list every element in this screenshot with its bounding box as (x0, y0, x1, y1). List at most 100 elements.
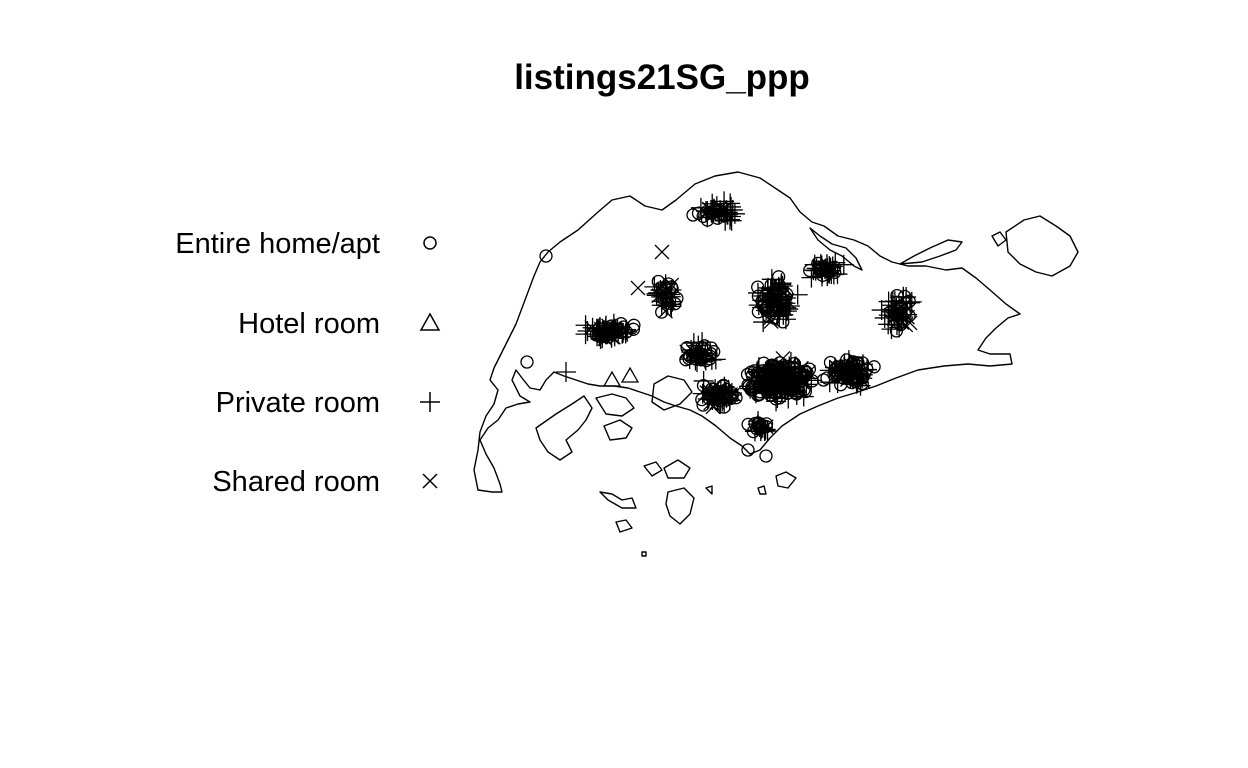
entire-home-point (698, 343, 713, 357)
private-room-point (646, 283, 667, 304)
legend-item-private-room: Private room (100, 381, 460, 421)
private-room-point (648, 282, 669, 303)
private-room-point (881, 295, 902, 316)
private-room-point (717, 204, 738, 225)
entire-home-point (828, 363, 842, 377)
entire-home-point (710, 385, 724, 399)
private-room-point (660, 286, 681, 307)
legend-item-entire-home: Entire home/apt (100, 222, 460, 262)
entire-home-point (756, 419, 770, 433)
western-islet-a (595, 393, 635, 417)
cross-marker-icon (422, 473, 438, 489)
private-room-point (797, 368, 818, 389)
private-room-point (693, 370, 714, 391)
entire-home-point (766, 374, 780, 388)
main-island-outline (473, 171, 1021, 493)
private-room-point (769, 297, 790, 318)
private-room-point (707, 381, 728, 402)
entire-home-point (686, 208, 700, 222)
circle-marker-icon (423, 236, 437, 250)
pulau-ubin-outline (899, 239, 963, 265)
southern-island-g (705, 485, 713, 495)
entire-home-point (823, 355, 838, 370)
entire-home-point (691, 206, 706, 220)
western-islet-b (603, 419, 633, 441)
entire-home-point (834, 378, 848, 392)
plus-marker-icon (420, 392, 440, 412)
southern-island-e (775, 471, 797, 489)
entire-home-point (767, 311, 781, 325)
entire-home-point (784, 383, 799, 398)
entire-home-point (776, 315, 790, 329)
private-room-point (701, 349, 722, 370)
northern-inlet (809, 227, 863, 271)
shared-room-point (654, 244, 670, 260)
entire-home-point (764, 381, 778, 395)
entire-home-point (614, 317, 628, 331)
private-room-point (886, 303, 907, 324)
legend-label-entire-home: Entire home/apt (175, 228, 380, 260)
private-room-point (590, 317, 611, 338)
southern-island-f (757, 485, 767, 495)
private-room-point (747, 282, 768, 303)
entire-home-point (520, 355, 534, 369)
entire-home-point (626, 322, 641, 336)
entire-home-point (699, 205, 714, 219)
jurong-island-outline (535, 395, 593, 461)
legend-label-shared-room: Shared room (212, 466, 380, 498)
entire-home-point (803, 263, 817, 278)
entire-home-point (707, 345, 721, 359)
southern-island-c (599, 491, 637, 509)
entire-home-point (744, 383, 758, 397)
shared-room-point (698, 206, 714, 221)
shared-room-point (593, 321, 609, 337)
entire-home-point (696, 398, 710, 412)
private-room-point (775, 293, 796, 314)
listing-points (520, 191, 922, 463)
private-room-point (818, 261, 839, 282)
southern-island-a (643, 461, 663, 477)
entire-home-point (539, 249, 553, 263)
legend-item-hotel-room: Hotel room (100, 302, 460, 342)
southern-lagoon (651, 375, 693, 411)
private-room-point (748, 295, 769, 316)
semakau-outline (665, 487, 695, 525)
private-room-point (556, 362, 576, 382)
shared-room-point (630, 280, 646, 296)
entire-home-point (782, 382, 797, 396)
entire-home-point (773, 370, 787, 384)
southern-island-h (641, 551, 647, 557)
triangle-marker-icon (419, 312, 441, 331)
private-room-point (757, 381, 778, 402)
private-room-point (777, 377, 798, 398)
entire-home-point (710, 211, 725, 225)
private-room-point (747, 362, 768, 383)
private-room-point (656, 295, 677, 316)
private-room-point (762, 284, 783, 305)
southern-island-b (663, 459, 691, 479)
private-room-point (763, 286, 784, 307)
entire-home-point (690, 346, 704, 361)
legend-label-hotel-room: Hotel room (238, 308, 380, 340)
private-room-point (835, 361, 856, 382)
entire-home-point (627, 318, 641, 332)
entire-home-point (772, 391, 787, 405)
shared-room-point (764, 361, 780, 377)
entire-home-point (668, 297, 682, 311)
shared-room-point (887, 304, 903, 320)
private-room-point (748, 357, 769, 378)
hotel-room-point (602, 370, 622, 387)
entire-home-point (729, 391, 743, 405)
entire-home-point (787, 361, 801, 375)
entire-home-point (790, 368, 804, 383)
tekong-islet (991, 231, 1007, 247)
pulau-tekong-outline (1005, 215, 1079, 277)
private-room-point (753, 312, 774, 333)
entire-home-point (741, 443, 755, 457)
private-room-point (755, 419, 776, 440)
entire-home-point (759, 449, 773, 463)
private-room-point (801, 267, 822, 288)
shared-room-point (774, 287, 790, 303)
entire-home-point (751, 305, 766, 319)
